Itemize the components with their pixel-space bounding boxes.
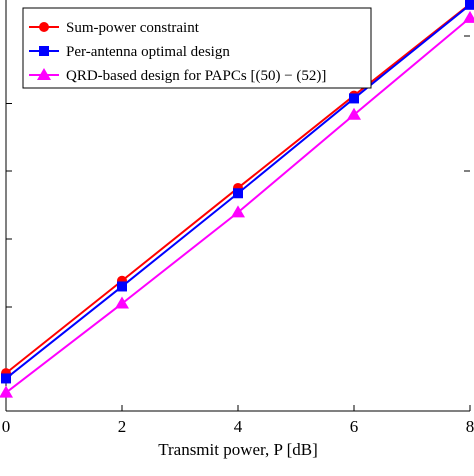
x-axis-label: Transmit power, P [dB] bbox=[158, 440, 318, 459]
x-tick-label: 6 bbox=[350, 417, 359, 436]
series-point-1 bbox=[349, 93, 359, 104]
series-point-2 bbox=[347, 107, 361, 120]
legend-items: Sum-power constraint Per-antenna optimal … bbox=[29, 20, 326, 84]
legend-marker-1 bbox=[39, 46, 49, 56]
x-tick-label: 8 bbox=[466, 417, 474, 436]
series-point-1 bbox=[465, 0, 474, 10]
legend-label-0: Sum-power constraint bbox=[66, 20, 200, 36]
legend-marker-0 bbox=[39, 22, 49, 32]
legend-box bbox=[22, 7, 372, 89]
x-tick-label: 4 bbox=[234, 417, 243, 436]
x-ticks: 0 2 4 6 8 bbox=[2, 405, 474, 436]
legend: Sum-power constraint Per-antenna optimal … bbox=[22, 7, 372, 89]
series-point-2 bbox=[231, 205, 245, 218]
series-point-2 bbox=[115, 296, 129, 309]
series-point-1 bbox=[1, 373, 11, 384]
series-point-2 bbox=[0, 385, 13, 398]
series-point-2 bbox=[463, 10, 474, 23]
x-tick-label: 0 bbox=[2, 417, 11, 436]
series-point-1 bbox=[233, 188, 243, 199]
x-tick-label: 2 bbox=[118, 417, 127, 436]
legend-label-1: Per-antenna optimal design bbox=[66, 44, 230, 60]
legend-label-2: QRD-based design for PAPCs [(50) − (52)] bbox=[66, 68, 326, 84]
series-layer bbox=[0, 0, 474, 398]
legend-marker-2 bbox=[37, 68, 51, 80]
series-point-1 bbox=[117, 281, 127, 292]
